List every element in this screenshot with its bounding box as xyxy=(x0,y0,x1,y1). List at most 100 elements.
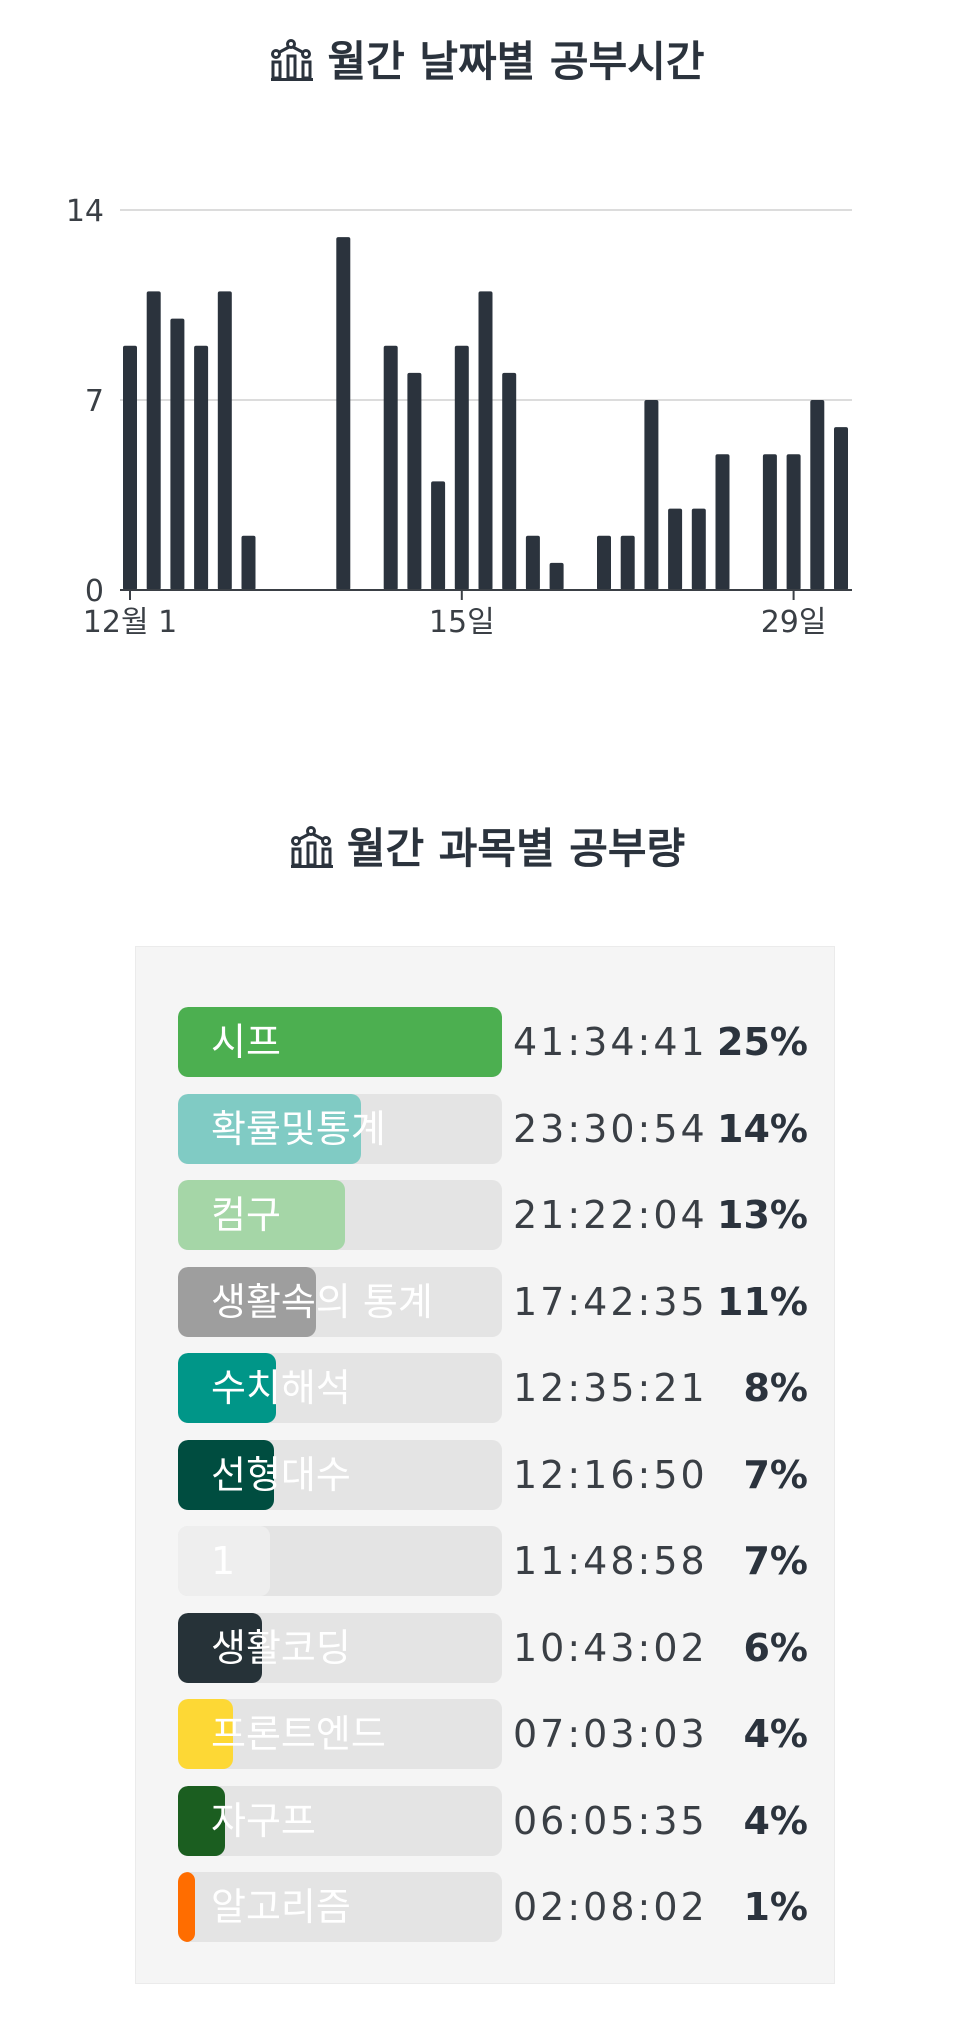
y-tick-label: 0 xyxy=(85,574,104,609)
bar xyxy=(407,372,422,590)
progress-fill xyxy=(178,1439,274,1510)
study-percent: 6% xyxy=(743,1625,808,1670)
bar xyxy=(549,562,564,590)
progress-track: 자구프 xyxy=(178,1785,502,1856)
bar xyxy=(146,291,161,590)
bar xyxy=(123,345,137,590)
study-time: 41:34:41 xyxy=(513,1020,708,1064)
subject-row: 생활코딩 10:43:02 6% xyxy=(178,1612,808,1683)
progress-fill xyxy=(178,1699,234,1769)
study-percent: 14% xyxy=(717,1106,808,1151)
progress-track: 1 xyxy=(178,1526,502,1596)
bar xyxy=(786,454,801,590)
study-time: 11:48:58 xyxy=(513,1539,708,1583)
bar xyxy=(170,318,185,590)
bar xyxy=(644,400,659,590)
bar xyxy=(431,481,446,590)
progress-track: 생활속의 통계 xyxy=(178,1266,502,1337)
bar xyxy=(383,345,398,590)
subject-label: 수치해석 xyxy=(211,1366,351,1410)
progress-track: 수치해석 xyxy=(178,1353,502,1423)
bar xyxy=(194,345,209,590)
progress-track: 확률및통계 xyxy=(178,1093,502,1164)
study-time: 17:42:35 xyxy=(513,1279,708,1324)
subject-row: 1 11:48:58 7% xyxy=(178,1526,808,1596)
progress-fill xyxy=(178,1872,195,1942)
bar xyxy=(715,454,730,590)
progress-fill xyxy=(178,1353,277,1423)
study-percent: 8% xyxy=(743,1366,808,1410)
study-time: 10:43:02 xyxy=(513,1625,708,1670)
study-time: 23:30:54 xyxy=(513,1106,708,1151)
subject-row: 생활속의 통계 17:42:35 11% xyxy=(178,1266,808,1337)
study-percent: 25% xyxy=(717,1020,808,1064)
bar xyxy=(478,291,493,590)
progress-track: 프론트엔드 xyxy=(178,1699,502,1769)
subject-row: 선형대수 12:16:50 7% xyxy=(178,1439,808,1510)
progress-fill xyxy=(178,1266,317,1337)
study-time: 21:22:04 xyxy=(513,1193,708,1237)
subject-chart-title-text: 월간 과목별 공부량 xyxy=(346,824,686,873)
subject-row: 알고리즘 02:08:02 1% xyxy=(178,1872,808,1942)
subject-row: 확률및통계 23:30:54 14% xyxy=(178,1093,808,1164)
subject-label: 프론트엔드 xyxy=(211,1712,386,1756)
daily-chart-title: 월간 날짜별 공부시간 xyxy=(0,28,972,89)
subject-label: 알고리즘 xyxy=(211,1885,351,1929)
y-tick-label: 14 xyxy=(66,194,104,229)
subject-row: 컴구 21:22:04 13% xyxy=(178,1180,808,1250)
x-tick-label: 29일 xyxy=(761,605,827,640)
bar xyxy=(336,237,351,590)
progress-track: 선형대수 xyxy=(178,1439,502,1510)
subject-label: 자구프 xyxy=(211,1798,316,1843)
study-percent: 4% xyxy=(743,1712,808,1756)
bar xyxy=(241,535,256,590)
progress-fill xyxy=(178,1785,226,1856)
bar xyxy=(762,454,777,590)
subject-label: 시프 xyxy=(211,1020,281,1064)
bar xyxy=(691,508,706,590)
x-tick-label: 12월 1 xyxy=(83,605,177,640)
bar xyxy=(525,535,540,590)
subject-row: 프론트엔드 07:03:03 4% xyxy=(178,1699,808,1769)
study-percent: 1% xyxy=(743,1885,808,1929)
study-percent: 7% xyxy=(743,1539,808,1583)
subject-label: 생활코딩 xyxy=(211,1625,351,1670)
bar xyxy=(668,508,683,590)
daily-chart-title-text: 월간 날짜별 공부시간 xyxy=(327,37,705,86)
bar xyxy=(502,372,517,590)
progress-track: 시프 xyxy=(178,1007,502,1077)
x-tick-label: 15일 xyxy=(429,605,495,640)
progress-fill xyxy=(178,1612,262,1683)
progress-track: 컴구 xyxy=(178,1180,502,1250)
bar xyxy=(217,291,232,590)
bar xyxy=(620,535,635,590)
study-percent: 7% xyxy=(743,1452,808,1497)
subject-study-panel: 시프 41:34:41 25% 확률및통계 23:30:54 14% 컴구 21:22:04 1… xyxy=(135,946,835,1984)
bar xyxy=(597,535,611,590)
subject-label: 1 xyxy=(211,1539,236,1583)
subject-row: 자구프 06:05:35 4% xyxy=(178,1785,808,1856)
subject-label: 컴구 xyxy=(211,1193,281,1237)
chart-icon xyxy=(290,826,333,868)
bar xyxy=(810,400,825,590)
progress-fill xyxy=(178,1093,362,1164)
study-time: 06:05:35 xyxy=(513,1798,708,1843)
daily-study-time-chart: 0 7 14 12월 1 15일 29일 xyxy=(66,194,852,640)
study-time: 07:03:03 xyxy=(513,1712,708,1756)
study-time: 12:16:50 xyxy=(513,1452,708,1497)
progress-track: 생활코딩 xyxy=(178,1612,502,1683)
study-percent: 11% xyxy=(717,1279,808,1324)
y-tick-label: 7 xyxy=(85,384,104,419)
subject-chart-title: 월간 과목별 공부량 xyxy=(0,815,972,876)
subject-label: 확률및통계 xyxy=(211,1106,386,1151)
subject-label: 생활속의 통계 xyxy=(211,1279,433,1324)
progress-fill xyxy=(178,1180,345,1250)
bar xyxy=(454,345,469,590)
study-time: 12:35:21 xyxy=(513,1366,708,1410)
subject-row: 수치해석 12:35:21 8% xyxy=(178,1353,808,1423)
progress-fill xyxy=(178,1007,502,1077)
study-percent: 13% xyxy=(717,1193,808,1237)
progress-track: 알고리즘 xyxy=(178,1872,502,1942)
study-time: 02:08:02 xyxy=(513,1885,708,1929)
bar xyxy=(834,427,848,590)
